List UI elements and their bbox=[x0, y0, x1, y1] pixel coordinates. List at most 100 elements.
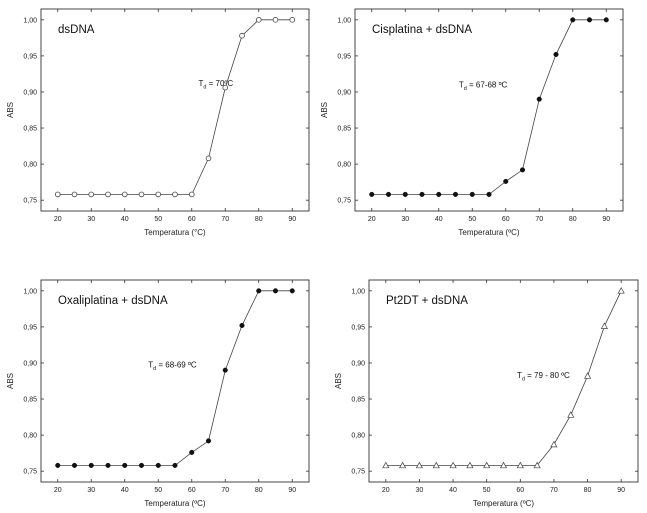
data-point bbox=[600, 322, 608, 329]
data-point bbox=[567, 411, 575, 418]
tm-annotation-subscript: d bbox=[522, 376, 525, 382]
y-axis-label: ABS bbox=[6, 373, 15, 389]
plot-title: Cisplatina + dsDNA bbox=[372, 24, 472, 36]
y-tick-label: 0,90 bbox=[351, 360, 365, 367]
y-tick-label: 1,00 bbox=[351, 288, 365, 295]
x-tick-label: 50 bbox=[483, 487, 491, 494]
tm-annotation: Td = 68-69 ºC bbox=[148, 361, 197, 373]
y-tick-label: 1,00 bbox=[23, 288, 37, 295]
tm-annotation: Td = 70ºC bbox=[198, 79, 233, 91]
y-tick-label: 0,80 bbox=[23, 433, 37, 440]
data-point bbox=[188, 191, 195, 198]
y-tick-label: 0,90 bbox=[337, 89, 351, 96]
data-point bbox=[239, 32, 245, 39]
data-point bbox=[503, 178, 509, 184]
data-point bbox=[121, 191, 128, 198]
tm-annotation: Td = 67-68 ºC bbox=[459, 80, 508, 92]
x-tick-label: 20 bbox=[54, 487, 62, 494]
data-point bbox=[570, 17, 576, 23]
y-axis-label: ABS bbox=[334, 373, 343, 389]
y-tick-label: 0,80 bbox=[351, 433, 365, 440]
y-tick-label: 0,80 bbox=[337, 162, 351, 169]
data-point bbox=[586, 17, 593, 23]
series-line bbox=[57, 290, 293, 466]
x-tick-label: 70 bbox=[550, 487, 558, 494]
plot-panel-3: 20 30 40 50 60 70 80 90 0,75 0,80 0,85 0,90 0,95 1,00… bbox=[6, 279, 310, 508]
x-tick-label: 40 bbox=[121, 487, 129, 494]
data-point bbox=[289, 17, 296, 23]
y-tick-label: 0,95 bbox=[23, 324, 37, 331]
data-point bbox=[419, 191, 425, 197]
data-point bbox=[519, 167, 526, 173]
data-point bbox=[415, 461, 423, 469]
data-point bbox=[222, 367, 228, 373]
x-tick-label: 30 bbox=[87, 216, 95, 223]
x-tick-label: 80 bbox=[584, 487, 592, 494]
x-tick-label: 90 bbox=[288, 487, 296, 494]
data-point bbox=[483, 461, 491, 469]
y-tick-label: 0,75 bbox=[337, 198, 351, 205]
x-axis-label: Temperatura (ºC) bbox=[144, 499, 205, 508]
x-tick-label: 30 bbox=[401, 216, 409, 223]
data-point bbox=[256, 288, 262, 294]
data-point bbox=[399, 461, 407, 469]
data-point bbox=[239, 322, 245, 329]
y-axis-label: ABS bbox=[6, 102, 15, 118]
data-point bbox=[584, 372, 592, 379]
plot-title: dsDNA bbox=[58, 24, 95, 36]
x-axis-label: Temperatura (ºC) bbox=[473, 499, 534, 508]
x-tick-label: 90 bbox=[617, 487, 625, 494]
tm-annotation-symbol: T bbox=[459, 80, 464, 89]
x-axis-label: Temperatura (°C) bbox=[144, 228, 206, 237]
data-point bbox=[155, 191, 162, 198]
tm-annotation-value: = 70ºC bbox=[206, 79, 233, 88]
x-tick-label: 40 bbox=[121, 216, 129, 223]
data-point bbox=[205, 438, 212, 444]
x-tick-label: 20 bbox=[382, 487, 390, 494]
data-point bbox=[499, 461, 508, 469]
data-point bbox=[105, 191, 111, 198]
x-tick-label: 30 bbox=[416, 487, 424, 494]
plot-frame bbox=[40, 8, 310, 212]
y-tick-label: 0,95 bbox=[23, 53, 37, 60]
data-point bbox=[536, 96, 542, 102]
x-tick-label: 90 bbox=[288, 216, 296, 223]
data-point bbox=[289, 288, 295, 294]
x-tick-label: 90 bbox=[602, 216, 610, 223]
data-point bbox=[486, 191, 492, 197]
y-tick-label: 1,00 bbox=[23, 17, 37, 24]
data-point bbox=[155, 462, 161, 468]
plot-title: Pt2DT + dsDNA bbox=[386, 295, 468, 307]
tm-annotation-symbol: T bbox=[148, 361, 153, 370]
x-tick-label: 30 bbox=[87, 487, 95, 494]
x-tick-label: 50 bbox=[154, 216, 162, 223]
y-tick-label: 0,75 bbox=[23, 469, 37, 476]
plot-panel-4: 20 30 40 50 60 70 80 90 0,75 0,80 0,85 0,90 0,95 1,00… bbox=[334, 279, 639, 508]
y-tick-label: 0,80 bbox=[23, 162, 37, 169]
series-line bbox=[57, 19, 293, 195]
y-tick-label: 0,85 bbox=[23, 397, 37, 404]
data-point bbox=[452, 191, 459, 197]
y-tick-label: 0,95 bbox=[351, 324, 365, 331]
data-point bbox=[222, 84, 229, 91]
data-point bbox=[272, 288, 279, 294]
x-tick-label: 60 bbox=[188, 216, 196, 223]
x-axis-label: Temperatura (ºC) bbox=[458, 228, 519, 237]
tm-annotation-symbol: T bbox=[517, 371, 522, 380]
y-tick-label: 0,75 bbox=[23, 198, 37, 205]
series-line bbox=[371, 19, 607, 195]
x-tick-label: 20 bbox=[54, 216, 62, 223]
y-tick-label: 0,90 bbox=[23, 360, 37, 367]
x-tick-label: 60 bbox=[188, 487, 196, 494]
x-tick-label: 80 bbox=[255, 487, 263, 494]
data-point bbox=[138, 191, 145, 198]
data-point bbox=[553, 51, 559, 58]
data-point bbox=[466, 461, 474, 469]
data-point bbox=[71, 191, 78, 198]
y-tick-label: 0,85 bbox=[337, 126, 351, 133]
data-point bbox=[54, 191, 61, 198]
tm-annotation-subscript: d bbox=[153, 366, 156, 372]
data-point bbox=[385, 191, 392, 197]
data-point bbox=[71, 462, 78, 468]
